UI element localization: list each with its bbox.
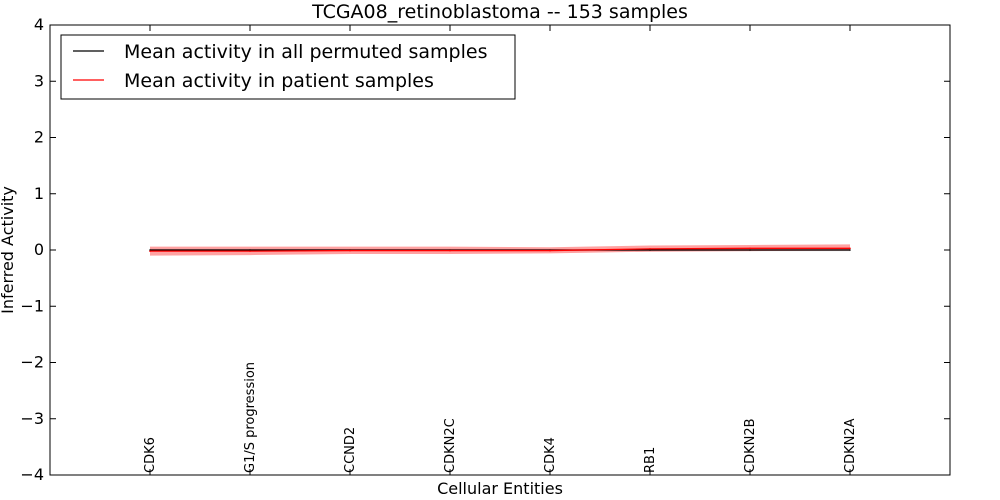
data-point xyxy=(849,247,851,250)
x-tick-label: CDK6 xyxy=(143,437,158,473)
series-line-1 xyxy=(150,247,850,252)
data-point xyxy=(649,249,651,251)
y-tick-label: −2 xyxy=(20,353,44,372)
y-tick-label: 1 xyxy=(34,184,44,203)
plot-frame xyxy=(49,24,951,476)
legend: Mean activity in all permuted samples Me… xyxy=(60,34,516,100)
y-tick-label: 4 xyxy=(34,15,44,34)
x-tick-label: G1/S progression xyxy=(243,362,258,473)
x-tick-label: RB1 xyxy=(643,447,658,473)
legend-box xyxy=(60,34,516,100)
data-point xyxy=(549,249,551,252)
data-point xyxy=(449,249,451,252)
legend-label-patient: Mean activity in patient samples xyxy=(124,70,434,92)
x-tick-label: CCND2 xyxy=(343,427,358,473)
data-point xyxy=(849,249,851,251)
y-axis-label: Inferred Activity xyxy=(0,186,17,314)
y-tick-label: −4 xyxy=(20,465,44,484)
y-tick-label: −3 xyxy=(20,409,44,428)
x-tick-labels: CDK6 G1/S progression CCND2 CDKN2C CDK4 RB1 CD… xyxy=(143,362,858,473)
data-point xyxy=(249,250,251,252)
data-point xyxy=(349,249,351,252)
legend-label-permuted: Mean activity in all permuted samples xyxy=(124,41,487,63)
data-point xyxy=(649,248,651,250)
x-tick-label: CDKN2C xyxy=(443,418,458,473)
x-axis-label: Cellular Entities xyxy=(437,479,563,498)
data-point xyxy=(749,247,751,250)
data-point xyxy=(749,249,751,251)
y-tick-labels: 4 3 2 1 0 −1 −2 −3 −4 xyxy=(20,15,44,484)
y-tick-label: −1 xyxy=(20,296,44,315)
data-point xyxy=(249,249,251,251)
axis-ticks xyxy=(50,24,950,476)
x-tick-label: CDKN2B xyxy=(743,418,758,473)
data-point xyxy=(149,250,151,252)
chart-title: TCGA08_retinoblastoma -- 153 samples xyxy=(311,1,688,23)
data-point xyxy=(149,249,151,251)
x-tick-label: CDK4 xyxy=(543,437,558,473)
y-tick-label: 0 xyxy=(34,240,44,259)
y-tick-label: 2 xyxy=(34,128,44,147)
series-lines xyxy=(149,247,851,252)
x-tick-label: CDKN2A xyxy=(843,418,858,473)
y-tick-label: 3 xyxy=(34,71,44,90)
